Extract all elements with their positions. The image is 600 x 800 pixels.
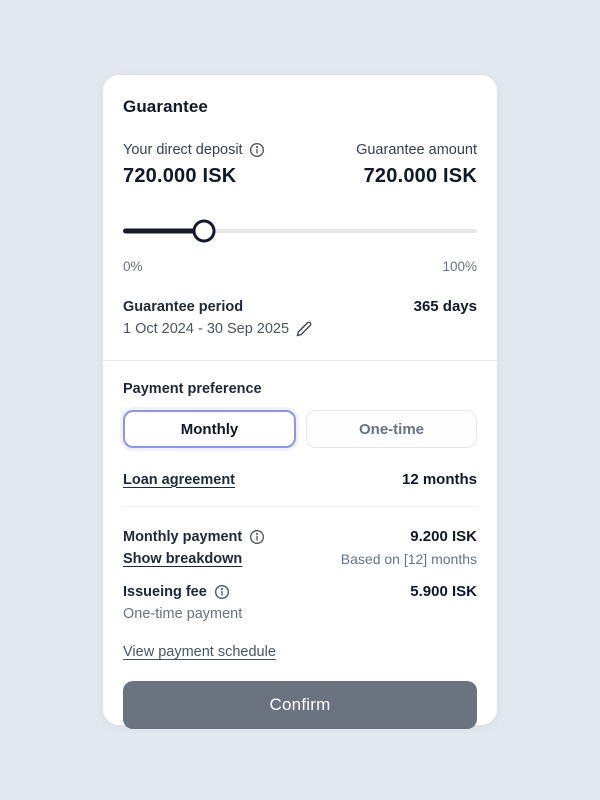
direct-deposit-block: Your direct deposit 720.000 ISK [123,141,265,188]
guarantee-period-label: Guarantee period [123,299,244,315]
guarantee-period-days: 365 days [413,298,477,315]
show-breakdown-link[interactable]: Show breakdown [123,551,243,567]
guarantee-amount-value: 720.000 ISK [363,165,477,187]
slider-scale: 0% 100% [123,259,477,274]
issueing-fee-label-wrap: Issueing fee [123,584,230,600]
slider-track[interactable] [123,229,477,233]
slider-handle[interactable] [192,219,216,243]
loan-agreement-link[interactable]: Loan agreement [123,471,235,488]
monthly-payment-label-wrap: Monthly payment [123,529,265,545]
guarantee-period-range-wrap: 1 Oct 2024 - 30 Sep 2025 [123,321,312,337]
guarantee-amount-label: Guarantee amount [356,142,477,158]
issueing-fee-block: Issueing fee One-time payment [123,583,242,622]
loan-agreement-row: Loan agreement 12 months [123,471,477,488]
direct-deposit-value: 720.000 ISK [123,165,237,187]
monthly-payment-values: 9.200 ISK Based on [12] months [341,528,477,567]
section-divider [103,360,497,361]
guarantee-card: Guarantee Your direct deposit 720.000 IS… [103,75,497,729]
confirm-button[interactable]: Confirm [123,681,477,729]
view-payment-schedule-link[interactable]: View payment schedule [123,644,276,660]
slider-max-label: 100% [442,259,477,274]
direct-deposit-label: Your direct deposit [123,142,243,158]
monthly-payment-value: 9.200 ISK [410,528,477,545]
one-time-option-button[interactable]: One-time [306,410,477,448]
monthly-option-button[interactable]: Monthly [123,410,296,448]
subsection-divider [123,506,477,507]
monthly-payment-note: Based on [12] months [340,551,477,567]
monthly-payment-row: Monthly payment Show breakdown 9.200 ISK… [123,528,477,568]
guarantee-amount-block: Guarantee amount 720.000 ISK [356,141,477,188]
monthly-payment-block: Monthly payment Show breakdown [123,528,265,568]
page-title: Guarantee [123,97,208,116]
payment-preference-toggle: Monthly One-time [123,410,477,448]
slider-min-label: 0% [123,259,143,274]
info-icon[interactable] [214,584,230,600]
info-icon[interactable] [249,529,265,545]
direct-deposit-label-wrap: Your direct deposit [123,142,265,158]
guarantee-period-row: Guarantee period 1 Oct 2024 - 30 Sep 202… [123,298,477,338]
info-icon[interactable] [249,142,265,158]
amounts-row: Your direct deposit 720.000 ISK Guarante… [123,141,477,188]
issueing-fee-label: Issueing fee [123,584,207,600]
deposit-slider[interactable] [123,219,477,243]
payment-preference-label: Payment preference [123,381,262,397]
issueing-fee-value: 5.900 ISK [410,583,477,600]
slider-fill [123,228,205,234]
issueing-fee-sub: One-time payment [123,606,243,622]
issueing-fee-row: Issueing fee One-time payment 5.900 ISK [123,583,477,622]
guarantee-period-range: 1 Oct 2024 - 30 Sep 2025 [123,321,290,337]
guarantee-period-block: Guarantee period 1 Oct 2024 - 30 Sep 202… [123,298,414,338]
loan-agreement-value: 12 months [401,471,477,488]
monthly-payment-label: Monthly payment [123,529,243,545]
edit-period-icon[interactable] [296,321,312,337]
